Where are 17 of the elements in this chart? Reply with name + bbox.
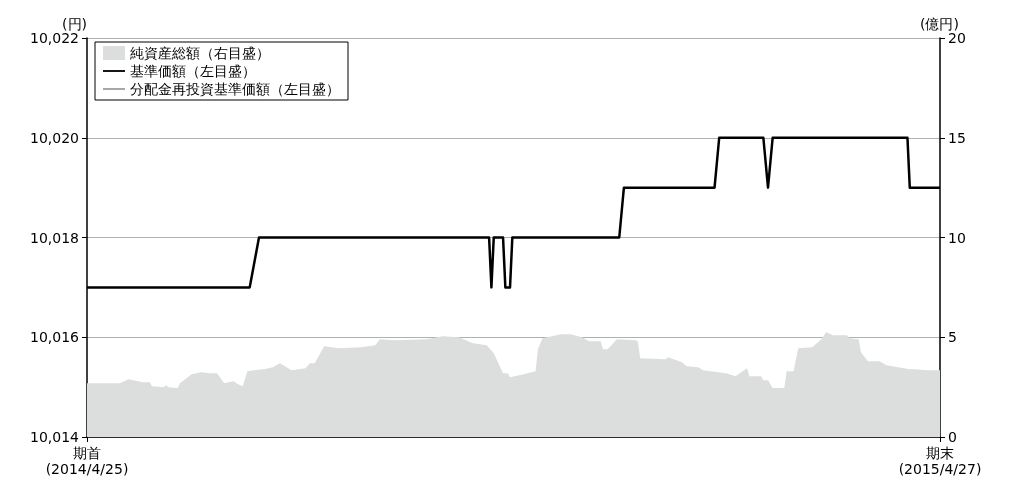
y2-tick-label: 0 bbox=[948, 429, 957, 445]
y-axis-title: (円) bbox=[62, 16, 87, 33]
legend-label: 純資産総額（右目盛） bbox=[130, 45, 270, 61]
legend-label: 分配金再投資基準価額（左目盛） bbox=[130, 81, 340, 97]
y-tick-label: 10,014 bbox=[30, 429, 80, 445]
y-tick-label: 10,016 bbox=[30, 329, 80, 346]
legend-label: 基準価額（左目盛） bbox=[130, 63, 256, 79]
y-tick-label: 10,018 bbox=[30, 229, 79, 246]
y-tick-label: 10,022 bbox=[30, 30, 79, 46]
x-tick-label: 期首 (2014/4/25) bbox=[45, 445, 129, 477]
y2-axis-title: (億円) bbox=[920, 16, 959, 33]
y-tick-label: 10,020 bbox=[30, 129, 79, 146]
y2-tick-label: 5 bbox=[948, 329, 957, 346]
y2-tick-label: 10 bbox=[948, 229, 966, 246]
y2-tick-label: 20 bbox=[948, 30, 966, 46]
x-tick-label: 期末 (2015/4/27) bbox=[898, 445, 982, 477]
y2-tick-label: 15 bbox=[948, 129, 966, 146]
